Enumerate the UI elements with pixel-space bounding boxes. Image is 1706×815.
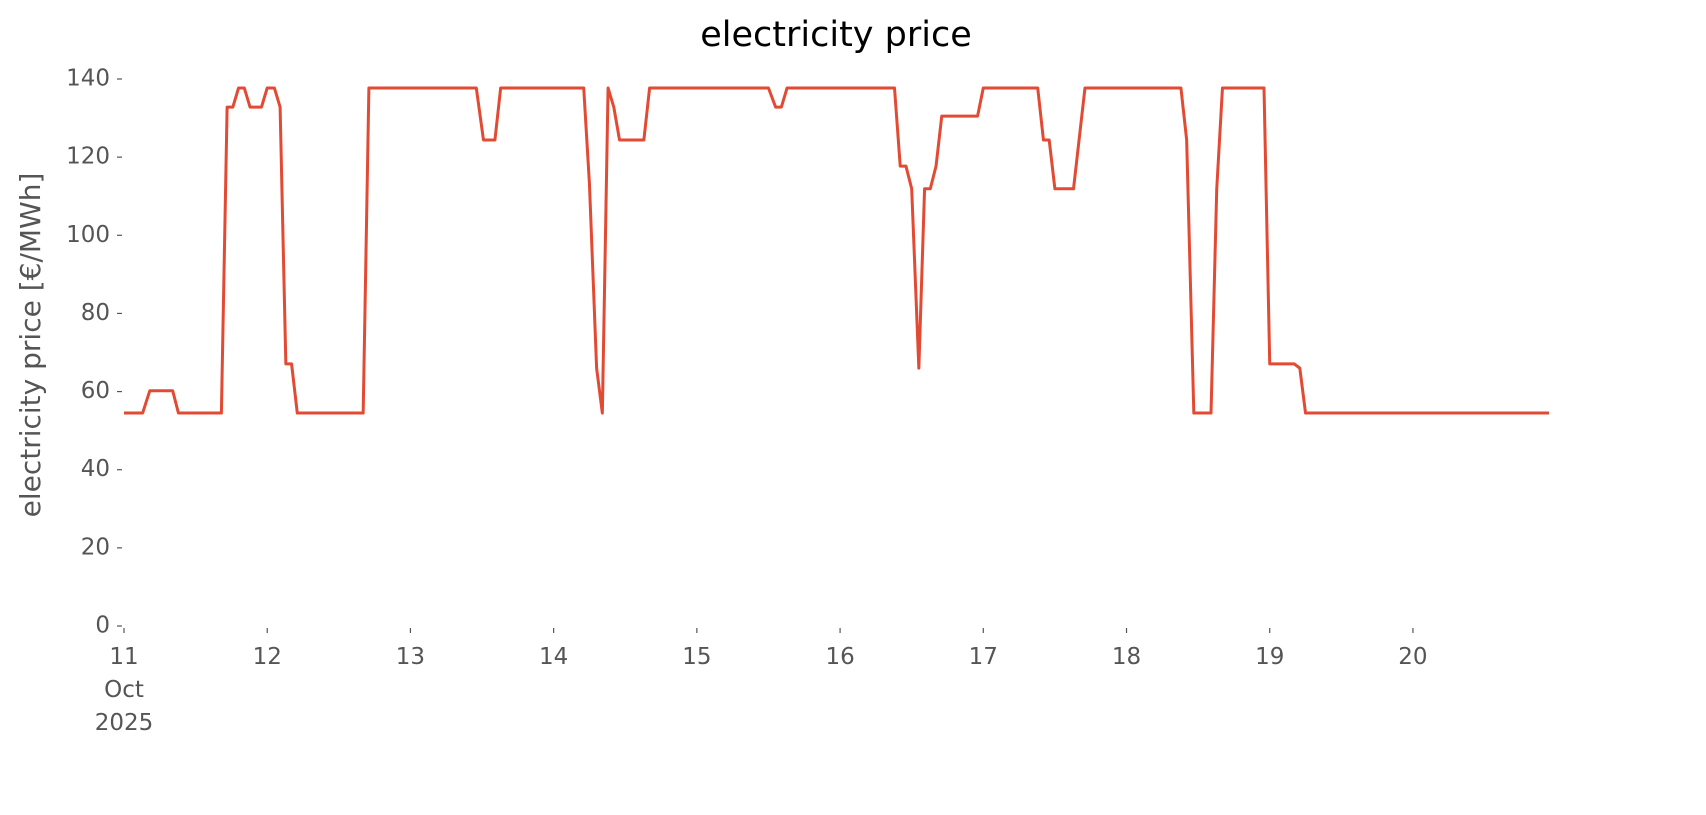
chart-title: electricity price: [700, 15, 972, 55]
x-tick-label: 12: [253, 644, 282, 670]
y-tick-label: 120: [66, 144, 110, 170]
y-tick-label: 100: [66, 222, 110, 248]
x-tick-label: 20: [1398, 644, 1427, 670]
y-tick-label: 0: [95, 613, 110, 639]
x-tick-label: 15: [682, 644, 711, 670]
x-tick-label: 17: [969, 644, 998, 670]
x-tick-label-line: 11: [109, 644, 138, 670]
y-tick-label: 40: [81, 456, 110, 482]
y-tick-label: 60: [81, 378, 110, 404]
x-tick-label: 11 Oct 2025: [95, 644, 154, 736]
y-tick-label: 80: [81, 300, 110, 326]
x-tick-label: 13: [396, 644, 425, 670]
x-tick-label: 16: [825, 644, 854, 670]
x-tick-label: 14: [539, 644, 568, 670]
x-tick-label: 18: [1112, 644, 1141, 670]
y-tick-label: 140: [66, 66, 110, 92]
price-line: [124, 86, 1549, 415]
x-tick-label-line: Oct: [104, 677, 144, 703]
x-tick-label-line: 2025: [95, 710, 154, 736]
y-axis-label: electricity price [€/MWh]: [14, 173, 47, 518]
x-tick-label: 19: [1255, 644, 1284, 670]
y-tick-label: 20: [81, 534, 110, 560]
